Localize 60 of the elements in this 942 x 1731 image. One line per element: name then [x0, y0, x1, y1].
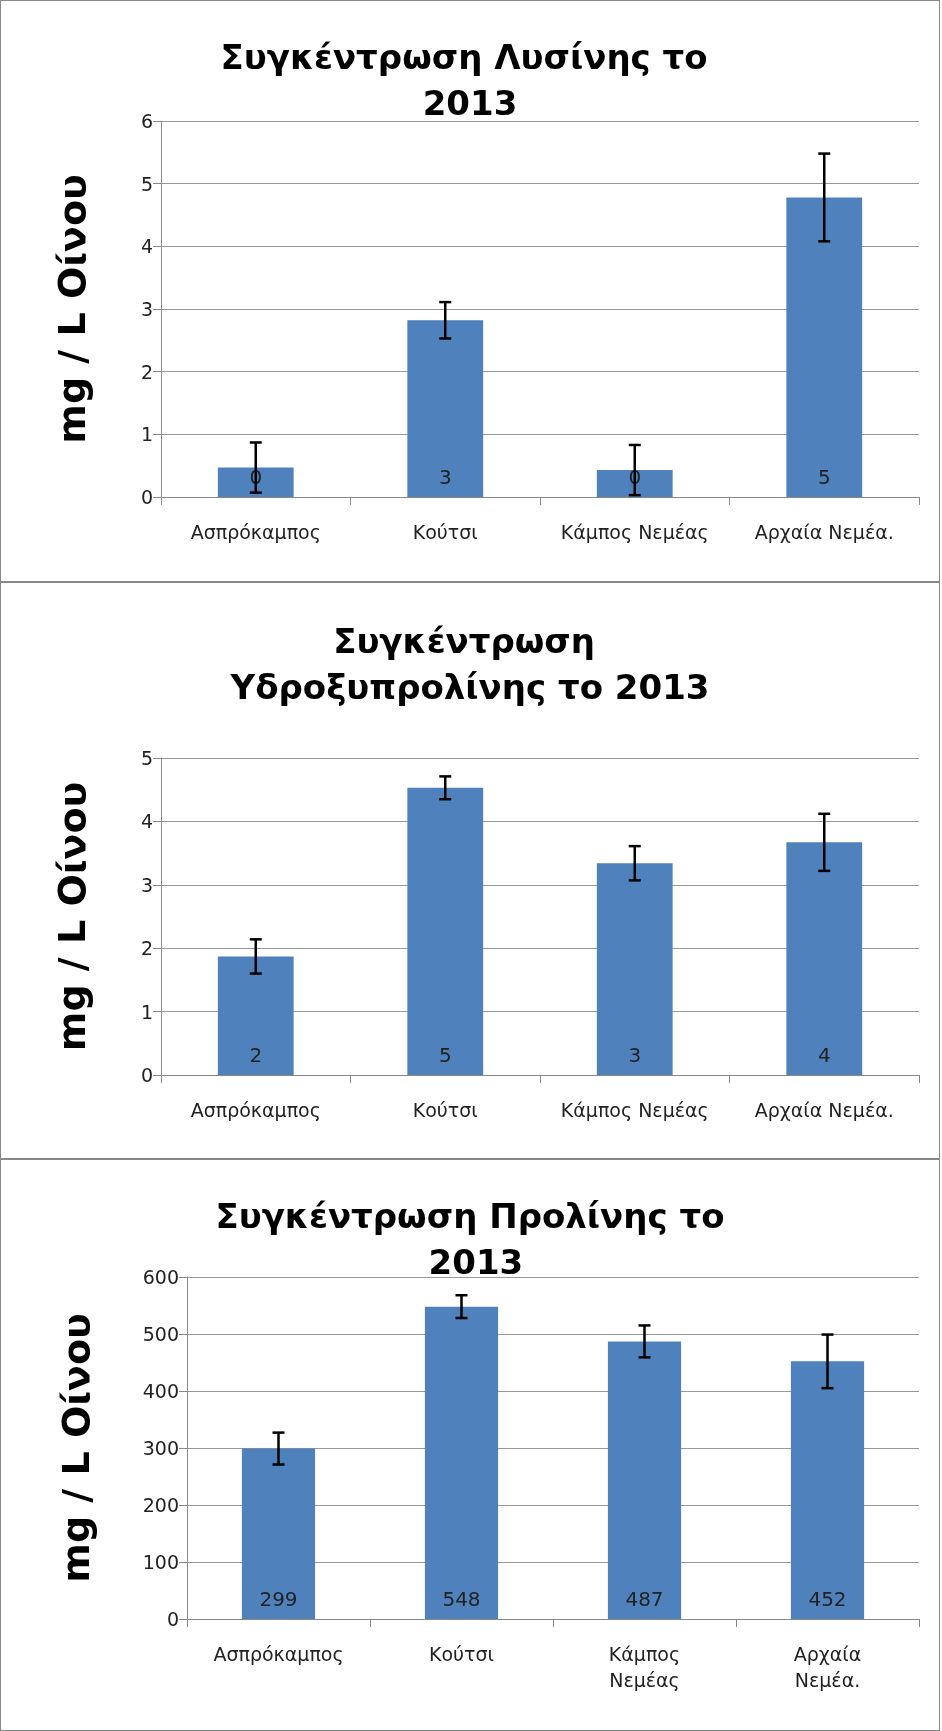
- y-axis-title: mg / L Οίνου: [50, 781, 94, 1052]
- y-tick-label: 1: [140, 423, 153, 446]
- x-tick-label: Κάμπος Νεμέας: [608, 1643, 681, 1691]
- y-tick-label: 4: [140, 810, 153, 833]
- bar: [596, 863, 673, 1075]
- data-label: 452: [808, 1587, 847, 1611]
- y-axis-title: mg / L Οίνου: [50, 174, 94, 444]
- data-label: 2: [249, 1043, 263, 1067]
- data-label: 548: [442, 1587, 481, 1611]
- y-tick-label: 100: [142, 1551, 179, 1573]
- y-tick-label: 200: [142, 1494, 179, 1516]
- chart-title: Συγκέντρωση Προλίνης το 2013: [215, 1196, 725, 1282]
- y-tick-label: 5: [140, 172, 153, 195]
- data-label: 487: [625, 1587, 664, 1611]
- bar: [407, 320, 484, 497]
- y-tick-label: 600: [142, 1266, 179, 1288]
- y-tick-label: 2: [140, 937, 153, 960]
- x-tick-label: Ασπρόκαμπος: [190, 1099, 321, 1121]
- chart-title: Συγκέντρωση Υδροξυπρολίνης το 2013: [229, 621, 710, 707]
- y-axis-title: mg / L Οίνου: [54, 1313, 98, 1583]
- y-tick-label: 500: [142, 1323, 179, 1345]
- y-tick-label: 3: [140, 298, 153, 320]
- x-tick-label: Ασπρόκαμπος: [213, 1643, 344, 1665]
- x-tick-label: Αρχαία Νεμέα.: [793, 1643, 862, 1691]
- bar: [217, 956, 294, 1075]
- bar: [596, 470, 673, 497]
- x-tick-label: Κούτσι: [412, 1099, 478, 1121]
- data-label: 3: [438, 465, 452, 489]
- x-tick-label: Αρχαία Νεμέα.: [754, 521, 894, 543]
- x-tick-label: Ασπρόκαμπος: [190, 521, 321, 543]
- y-tick-label: 300: [142, 1437, 179, 1459]
- y-tick-label: 5: [140, 747, 153, 769]
- y-tick-label: 0: [140, 1064, 153, 1086]
- data-label: 299: [259, 1587, 298, 1611]
- bar: [786, 842, 863, 1075]
- bar: [790, 1361, 865, 1619]
- data-label: 4: [817, 1043, 831, 1067]
- bar: [407, 787, 484, 1075]
- bar: [607, 1341, 682, 1619]
- y-tick-label: 0: [166, 1608, 179, 1630]
- data-label: 3: [628, 1043, 642, 1067]
- chart-title: Συγκέντρωση Λυσίνης το 2013: [220, 37, 720, 123]
- x-tick-label: Αρχαία Νεμέα.: [754, 1099, 894, 1121]
- bar: [217, 467, 294, 497]
- bar: [241, 1448, 316, 1619]
- x-tick-label: Κούτσι: [412, 521, 478, 543]
- x-tick-label: Κάμπος Νεμέας: [560, 521, 709, 543]
- y-tick-label: 2: [140, 360, 153, 383]
- y-tick-label: 400: [142, 1380, 179, 1402]
- y-tick-label: 1: [140, 1000, 153, 1023]
- y-tick-label: 6: [140, 110, 153, 132]
- x-tick-label: Κούτσι: [429, 1643, 494, 1665]
- data-label: 5: [438, 1043, 452, 1067]
- y-tick-label: 3: [140, 873, 153, 896]
- data-label: 5: [817, 465, 831, 489]
- bar: [424, 1306, 499, 1619]
- y-tick-label: 4: [140, 235, 153, 258]
- y-tick-label: 0: [140, 486, 153, 508]
- x-tick-label: Κάμπος Νεμέας: [560, 1099, 709, 1121]
- bar: [786, 197, 863, 497]
